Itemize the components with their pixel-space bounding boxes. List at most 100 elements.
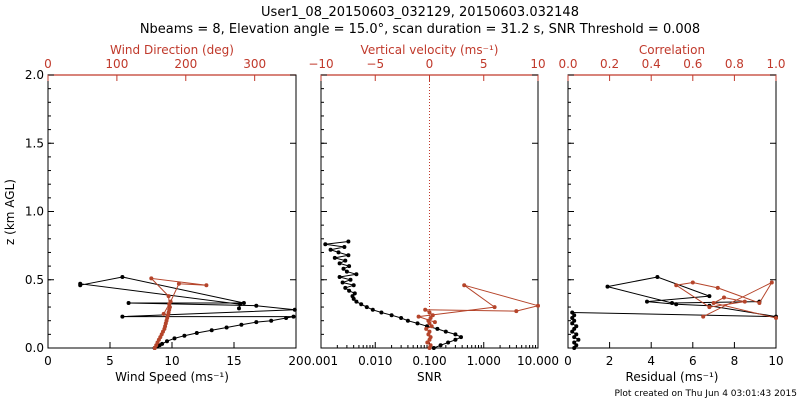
- data-point-snr-black: [459, 335, 463, 340]
- top-tick-label-residual: 0.0: [558, 57, 577, 71]
- series-line-snr-red: [418, 284, 540, 349]
- data-point-snr-red: [428, 335, 433, 340]
- panel-residual: 0 2 4 6 8 10 Residual (ms⁻¹) 0.0 0.2 0.4 0.6 0.8 1.0…: [558, 43, 785, 384]
- x-tick-label-residual: 8: [731, 354, 739, 368]
- y-axis-label: z (km AGL): [3, 179, 17, 245]
- data-point-snr-black: [340, 280, 345, 285]
- x-tick-label-wind: 0: [44, 354, 52, 368]
- data-point-residual-black: [574, 343, 579, 348]
- x-tick-label-residual: 4: [647, 354, 655, 368]
- data-point-snr-red: [428, 343, 433, 348]
- data-point-wind-black: [78, 281, 83, 286]
- data-point-snr-red: [462, 283, 467, 288]
- data-point-residual-black: [570, 310, 575, 315]
- data-point-wind-black: [182, 333, 187, 338]
- series-line-residual-red: [674, 281, 777, 319]
- top-tick-label-residual: 0.4: [642, 57, 661, 71]
- data-point-snr-red: [424, 326, 429, 331]
- y-tick-label: 0.0: [25, 341, 44, 355]
- data-point-snr-red: [430, 313, 435, 318]
- data-point-wind-red: [149, 276, 154, 281]
- top-tick-label-residual: 0.8: [725, 57, 744, 71]
- data-point-snr-red: [427, 310, 432, 315]
- data-point-snr-black: [337, 275, 342, 279]
- top-tick-label-snr: 5: [480, 57, 488, 71]
- data-point-snr-red: [423, 307, 428, 312]
- top-tick-label-snr: 10: [530, 57, 545, 71]
- data-point-wind-black: [254, 303, 259, 308]
- data-point-residual-red: [769, 280, 774, 285]
- x-tick-label-residual: 10: [768, 354, 783, 368]
- top-tick-label-snr: 0: [426, 57, 434, 71]
- data-point-snr-red: [492, 305, 497, 310]
- data-point-residual-black: [645, 299, 649, 304]
- top-tick-label-snr: −5: [366, 57, 384, 71]
- data-point-wind-black: [239, 322, 244, 327]
- data-point-snr-black: [354, 299, 359, 304]
- data-point-snr-black: [352, 291, 357, 296]
- data-point-residual-black: [674, 302, 679, 307]
- top-axis-label-wind: Wind Direction (deg): [110, 43, 234, 57]
- data-point-wind-red: [168, 299, 173, 304]
- data-point-residual-black: [605, 284, 610, 289]
- data-point-snr-black: [323, 242, 328, 247]
- y-tick-label: 1.5: [25, 136, 44, 150]
- data-point-snr-black: [431, 346, 436, 350]
- x-axis-label-wind: Wind Speed (ms⁻¹): [115, 370, 229, 384]
- top-tick-label-wind: 200: [174, 57, 197, 71]
- data-point-snr-black: [405, 318, 410, 323]
- data-point-wind-black: [269, 318, 274, 323]
- data-point-snr-red: [432, 320, 437, 325]
- top-axis-label-residual: Correlation: [639, 43, 705, 57]
- chart-title-line1: User1_08_20150603_032129, 20150603.03214…: [261, 5, 579, 20]
- x-tick-label-snr: 0.100: [412, 354, 446, 368]
- data-point-snr-black: [443, 329, 448, 334]
- data-point-wind-black: [237, 306, 241, 311]
- data-point-wind-red: [161, 311, 166, 316]
- data-point-residual-red: [707, 305, 712, 310]
- data-point-snr-black: [359, 302, 364, 307]
- data-point-wind-black: [165, 339, 169, 344]
- data-point-wind-black: [284, 316, 289, 320]
- data-point-residual-red: [711, 301, 716, 305]
- x-tick-label-wind: 10: [164, 354, 179, 368]
- x-axis-label-residual: Residual (ms⁻¹): [626, 370, 719, 384]
- data-point-residual-red: [757, 301, 762, 305]
- data-point-snr-black: [347, 264, 352, 269]
- data-point-wind-black: [241, 301, 246, 305]
- data-point-snr-black: [435, 326, 440, 331]
- data-point-wind-black: [126, 301, 131, 305]
- data-point-wind-red: [204, 283, 209, 288]
- data-point-snr-black: [453, 332, 458, 337]
- top-tick-label-snr: −10: [308, 57, 333, 71]
- data-point-snr-black: [446, 340, 451, 345]
- x-tick-label-snr: 0.001: [304, 354, 338, 368]
- data-point-snr-black: [379, 310, 384, 315]
- data-point-residual-black: [670, 301, 674, 305]
- data-point-residual-red: [715, 285, 720, 290]
- panel-frame-snr: [320, 74, 539, 349]
- data-point-snr-black: [453, 337, 458, 342]
- data-point-wind-black: [254, 320, 259, 325]
- data-point-residual-red: [674, 283, 679, 288]
- data-point-residual-black: [574, 324, 579, 329]
- data-point-snr-red: [536, 303, 540, 308]
- data-point-snr-black: [328, 247, 333, 252]
- data-point-wind-black: [120, 275, 125, 279]
- data-point-wind-black: [160, 341, 165, 346]
- top-tick-label-residual: 0.2: [600, 57, 619, 71]
- data-point-residual-red: [774, 316, 778, 320]
- data-point-residual-red: [701, 314, 706, 319]
- x-tick-label-snr: 0.010: [358, 354, 392, 368]
- top-tick-label-residual: 0.6: [683, 57, 702, 71]
- data-point-snr-black: [346, 253, 351, 258]
- data-point-snr-red: [425, 340, 430, 345]
- data-point-residual-black: [576, 337, 581, 342]
- data-point-snr-black: [343, 285, 348, 290]
- data-point-snr-black: [336, 250, 341, 255]
- data-point-residual-black: [574, 332, 579, 337]
- x-tick-label-wind: 20: [288, 354, 303, 368]
- data-point-snr-black: [337, 261, 342, 266]
